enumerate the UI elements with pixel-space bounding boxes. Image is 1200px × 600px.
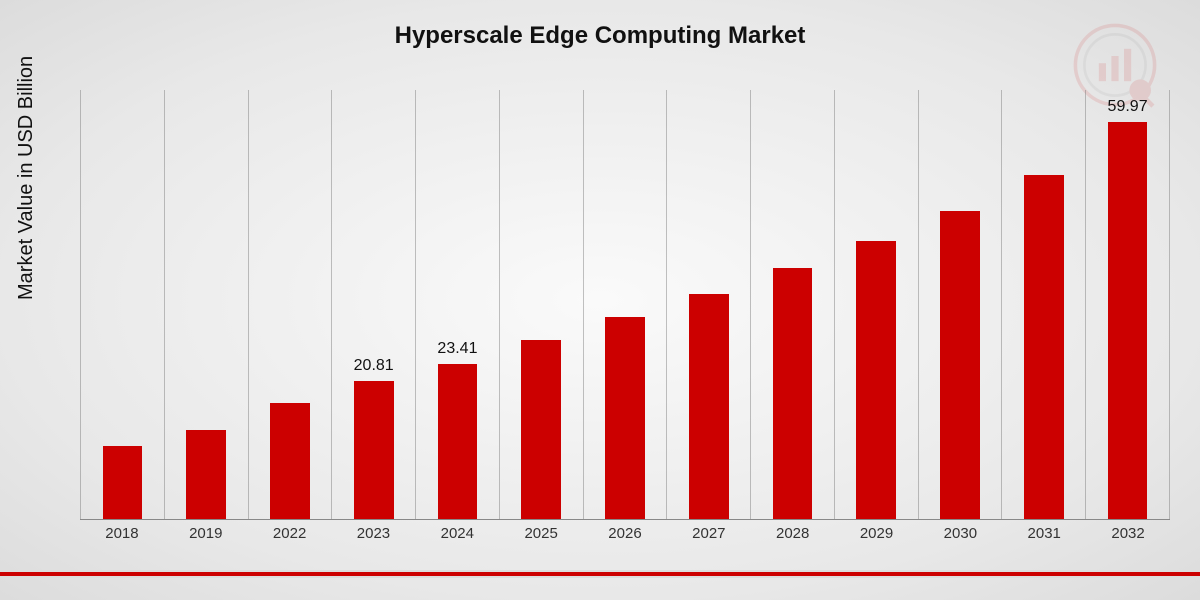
bar — [605, 317, 645, 519]
bar — [856, 241, 896, 519]
bar-slot — [666, 90, 750, 519]
y-axis-label: Market Value in USD Billion — [15, 56, 38, 300]
bar-slot — [499, 90, 583, 519]
bar-slot — [164, 90, 248, 519]
bar — [521, 340, 561, 519]
bar-value-label: 59.97 — [1086, 98, 1169, 116]
bar-value-label: 20.81 — [332, 357, 415, 375]
x-tick-label: 2031 — [1002, 525, 1086, 542]
bar-slot: 23.41 — [415, 90, 499, 519]
x-tick-label: 2022 — [248, 525, 332, 542]
x-tick-label: 2028 — [751, 525, 835, 542]
bar-slot: 59.97 — [1085, 90, 1170, 519]
bar — [940, 211, 980, 519]
bar-slot — [834, 90, 918, 519]
x-tick-label: 2019 — [164, 525, 248, 542]
plot-area: 20.8123.41 59.97 — [80, 90, 1170, 520]
bar — [1108, 122, 1148, 519]
x-axis-labels: 2018201920222023202420252026202720282029… — [80, 525, 1170, 542]
bar-value-label: 23.41 — [416, 340, 499, 358]
bar-slot — [750, 90, 834, 519]
bar-slot — [918, 90, 1002, 519]
bar — [270, 403, 310, 519]
bar — [689, 294, 729, 519]
x-tick-label: 2023 — [332, 525, 416, 542]
x-tick-label: 2029 — [835, 525, 919, 542]
bar — [186, 430, 226, 519]
x-tick-label: 2032 — [1086, 525, 1170, 542]
bar-slot — [80, 90, 164, 519]
x-tick-label: 2027 — [667, 525, 751, 542]
bar — [773, 268, 813, 519]
bar — [103, 446, 143, 519]
footer-accent-bar — [0, 570, 1200, 578]
x-tick-label: 2030 — [918, 525, 1002, 542]
bar — [1024, 175, 1064, 519]
x-tick-label: 2018 — [80, 525, 164, 542]
chart-canvas: Hyperscale Edge Computing Market Market … — [0, 0, 1200, 600]
chart-title: Hyperscale Edge Computing Market — [0, 22, 1200, 50]
bar-slot — [583, 90, 667, 519]
bars-container: 20.8123.41 59.97 — [80, 90, 1170, 519]
x-tick-label: 2026 — [583, 525, 667, 542]
bar-slot — [1001, 90, 1085, 519]
bar-slot: 20.81 — [331, 90, 415, 519]
bar — [354, 381, 394, 519]
bar — [438, 364, 478, 519]
x-tick-label: 2024 — [415, 525, 499, 542]
x-tick-label: 2025 — [499, 525, 583, 542]
bar-slot — [248, 90, 332, 519]
